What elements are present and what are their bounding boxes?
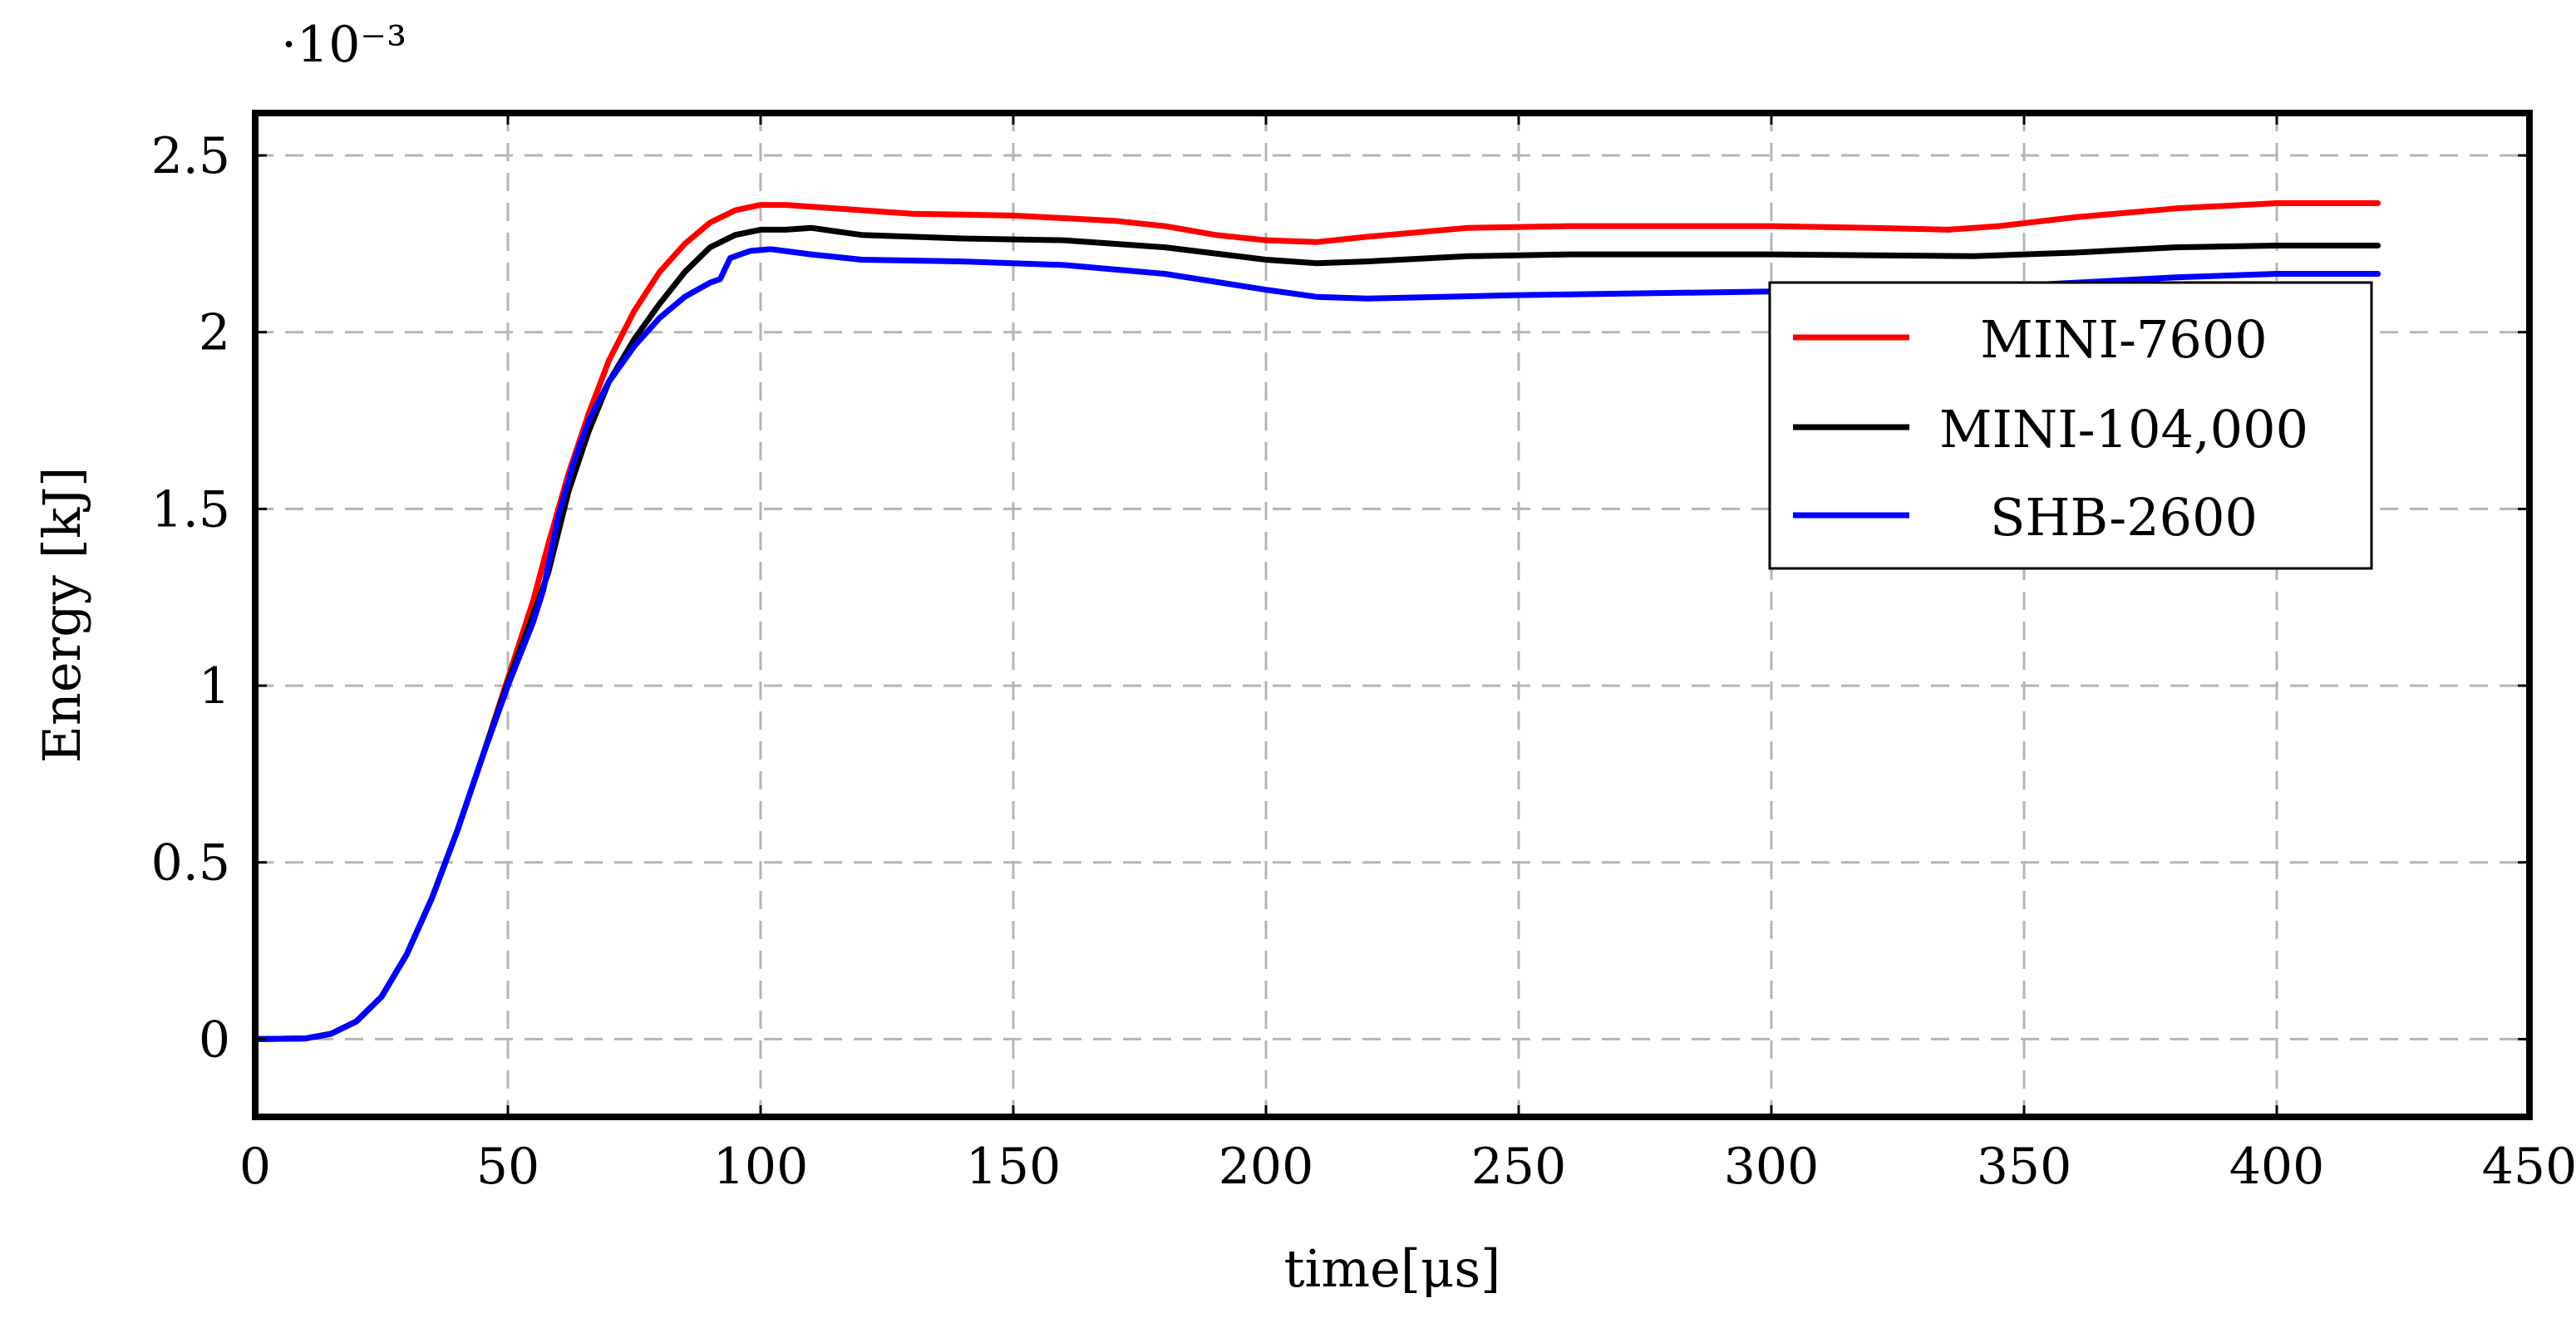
series-lines: [252, 200, 2381, 1042]
x-tick-label: 0: [239, 1138, 271, 1196]
x-tick-label: 350: [1977, 1138, 2072, 1196]
x-tick-label: 450: [2482, 1138, 2576, 1196]
legend-label: MINI-7600: [1980, 309, 2267, 370]
y-tick-label: 0.5: [151, 834, 230, 893]
series-line-shb-2600: [252, 246, 2381, 1042]
x-tick-label: 50: [476, 1138, 539, 1196]
y-tick-label: 1.5: [151, 480, 230, 539]
x-tick-label: 300: [1724, 1138, 1820, 1196]
x-tick-label: 400: [2229, 1138, 2325, 1196]
axis-ticks: 0 50 100 150 200 250 300 350 400 450 0 0.5 1 1.5 2 2.5: [151, 113, 2576, 1196]
legend-item: SHB-2600: [1793, 487, 2258, 548]
x-tick-label: 100: [713, 1138, 809, 1196]
legend-label: MINI-104,000: [1939, 399, 2308, 460]
legend-item: MINI-104,000: [1793, 399, 2308, 460]
legend-item: MINI-7600: [1793, 309, 2268, 370]
y-tick-label: 1: [199, 657, 230, 716]
x-axis-label: time[μs]: [1284, 1238, 1501, 1299]
y-tick-label: 0: [199, 1011, 230, 1069]
grid: [255, 113, 2529, 1117]
x-tick-label: 200: [1219, 1138, 1314, 1196]
y-tick-label: 2.5: [151, 127, 230, 185]
y-axis-label: Energy [kJ]: [32, 467, 92, 764]
x-tick-label: 150: [966, 1138, 1061, 1196]
x-tick-label: 250: [1471, 1138, 1567, 1196]
y-tick-label: 2: [199, 304, 230, 362]
y-scale-multiplier: ·10⁻³: [281, 16, 406, 74]
plot-area-frame: [252, 110, 2533, 1120]
legend: MINI-7600 MINI-104,000 SHB-2600: [1768, 281, 2373, 570]
legend-label: SHB-2600: [1990, 487, 2258, 548]
